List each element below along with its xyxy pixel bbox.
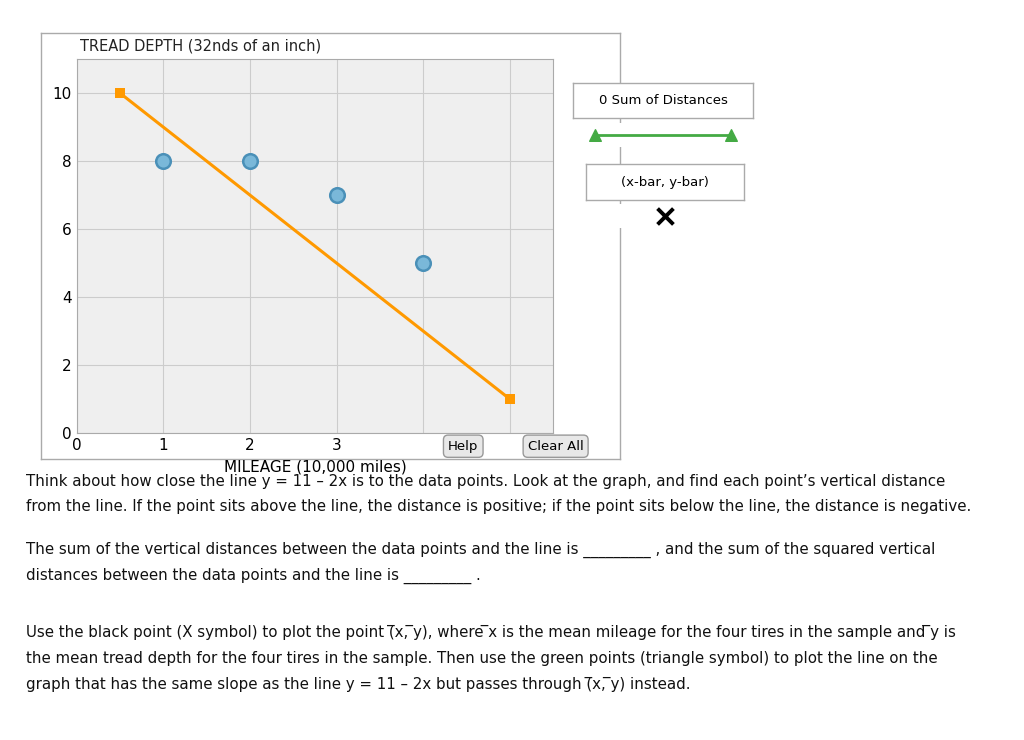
Point [657, 210, 674, 222]
Text: The sum of the vertical distances between the data points and the line is ______: The sum of the vertical distances betwee… [26, 542, 935, 558]
X-axis label: MILEAGE (10,000 miles): MILEAGE (10,000 miles) [223, 460, 407, 474]
Text: (x-bar, y-bar): (x-bar, y-bar) [622, 175, 709, 189]
Text: Think about how close the line y = 11 – 2x is to the data points. Look at the gr: Think about how close the line y = 11 – … [26, 474, 945, 488]
Text: distances between the data points and the line is _________ .: distances between the data points and th… [26, 568, 480, 584]
Text: Help: Help [449, 440, 478, 453]
Point [587, 129, 603, 141]
Point [502, 393, 518, 405]
Text: Clear All: Clear All [527, 440, 584, 453]
Point [156, 155, 172, 167]
Point [329, 189, 345, 201]
Point [112, 87, 128, 99]
Point [415, 257, 431, 269]
Text: from the line. If the point sits above the line, the distance is positive; if th: from the line. If the point sits above t… [26, 500, 971, 514]
Text: Use the black point (X symbol) to plot the point (̅x, ̅y), where ̅x is the mean : Use the black point (X symbol) to plot t… [26, 625, 955, 640]
Text: the mean tread depth for the four tires in the sample. Then use the green points: the mean tread depth for the four tires … [26, 651, 937, 666]
Point [723, 129, 739, 141]
Text: 0 Sum of Distances: 0 Sum of Distances [599, 94, 727, 107]
Text: graph that has the same slope as the line y = 11 – 2x but passes through (̅x, ̅y: graph that has the same slope as the lin… [26, 677, 690, 692]
Point [242, 155, 258, 167]
Text: TREAD DEPTH (32nds of an inch): TREAD DEPTH (32nds of an inch) [80, 38, 321, 53]
